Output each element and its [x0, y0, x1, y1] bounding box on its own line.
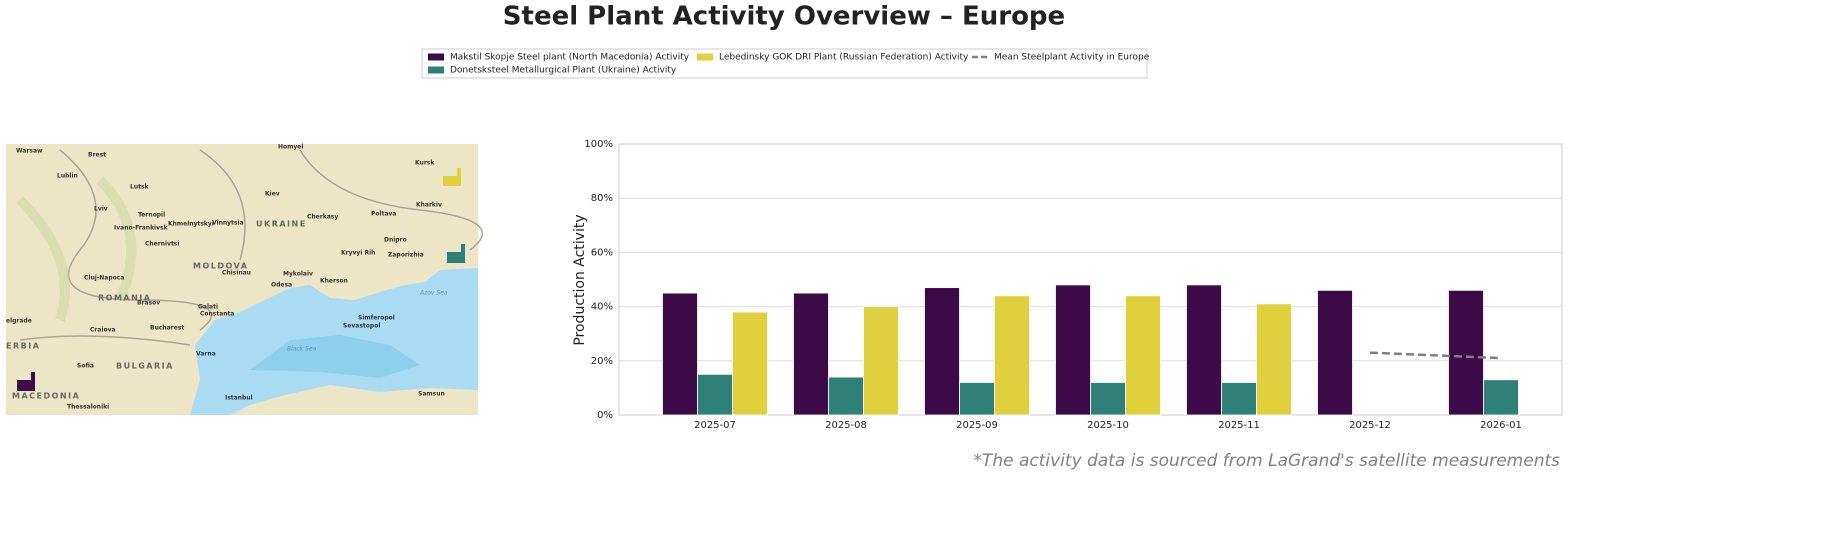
x-tick-label: 2025-08 [825, 420, 867, 431]
map-label: Brasov [137, 300, 160, 307]
bar [1090, 382, 1126, 416]
x-tick-label: 2025-07 [694, 420, 736, 431]
map-label: Poltava [371, 211, 396, 218]
bar [1483, 379, 1519, 416]
map-label: Kharkiv [416, 202, 442, 209]
map-label: Homyel [278, 144, 303, 151]
map-label: Mykolaiv [283, 271, 313, 278]
bar [697, 373, 733, 416]
bar [1055, 284, 1091, 416]
map-label: Warsaw [16, 148, 43, 155]
plant-icon [17, 372, 35, 391]
legend-label: Makstil Skopje Steel plant (North Macedo… [450, 53, 690, 63]
map-label: Azov Sea [419, 290, 448, 297]
bar [1448, 289, 1484, 416]
map-label: Odesa [271, 282, 292, 289]
legend-label: Mean Steelplant Activity in Europe [994, 53, 1150, 63]
legend-label: Lebedinsky GOK DRI Plant (Russian Federa… [719, 53, 969, 63]
plant-icon [443, 168, 461, 186]
map-label: Sevastopol [343, 323, 380, 330]
y-tick-label: 40% [591, 302, 613, 313]
map-label: Lutsk [130, 184, 150, 191]
map-label: Craiova [90, 327, 116, 334]
map-label: UKRAINE [256, 220, 307, 229]
map-label: ROMANIA [98, 294, 151, 303]
map-label: Sofia [77, 363, 94, 370]
map-label: Thessaloniki [67, 404, 109, 411]
map-label: Lviv [94, 206, 108, 213]
bar [1186, 284, 1222, 416]
map-sea-deep [250, 335, 420, 378]
map-label: Zaporizhia [388, 252, 424, 259]
x-tick-label: 2025-11 [1218, 420, 1260, 431]
map-label: Cluj-Napoca [84, 275, 124, 282]
map-label: Ivano-Frankivsk [114, 225, 169, 232]
y-tick-label: 60% [591, 247, 613, 258]
map-label: Dnipro [384, 237, 407, 244]
y-tick-label: 100% [584, 139, 613, 150]
map-label: Constanta [200, 311, 234, 318]
legend-swatch [428, 66, 444, 74]
map-label: Kiev [265, 191, 280, 198]
legend-label: Donetsksteel Metallurgical Plant (Ukrain… [450, 66, 677, 76]
y-axis-label: Production Activity [572, 214, 588, 345]
bar [732, 311, 768, 416]
map-label: Khmelnytskyi [168, 221, 214, 228]
x-tick-label: 2026-01 [1480, 420, 1522, 431]
legend [421, 48, 1148, 79]
map-label: Vinnytsia [212, 220, 244, 227]
map-label: Galati [198, 304, 218, 311]
map-label: Varna [196, 351, 216, 358]
bar [1317, 289, 1353, 416]
chart-title: Steel Plant Activity Overview – Europe [503, 2, 1065, 32]
map-relief [16, 176, 137, 322]
map-label: Kherson [320, 278, 348, 285]
plant-icon [447, 244, 465, 263]
map-label: Cherkasy [307, 214, 338, 221]
map-label: Ternopil [138, 212, 165, 219]
map [6, 144, 483, 415]
bar [959, 382, 995, 416]
bar [1221, 382, 1257, 416]
bar [994, 295, 1030, 416]
bar [863, 306, 899, 416]
map-label: Brest [88, 152, 106, 159]
bar [662, 292, 698, 416]
y-tick-label: 0% [597, 410, 613, 421]
map-label: Kryvyi Rih [341, 250, 375, 257]
x-tick-label: 2025-12 [1349, 420, 1391, 431]
map-label: Bucharest [150, 325, 184, 332]
map-label: Istanbul [225, 395, 253, 402]
map-label: Samsun [418, 391, 445, 398]
map-borders [19, 149, 483, 346]
bar [1256, 303, 1292, 416]
map-label: elgrade [6, 318, 32, 325]
y-tick-label: 20% [591, 356, 613, 367]
x-tick-label: 2025-09 [956, 420, 998, 431]
map-label: Simferopol [358, 315, 395, 322]
bar [828, 376, 864, 416]
map-label: ERBIA [6, 342, 40, 351]
map-label: Chernivtsi [145, 241, 179, 248]
map-label: Kursk [415, 160, 435, 167]
map-label: MACEDONIA [12, 392, 80, 401]
map-label: BULGARIA [116, 362, 174, 371]
map-label: Chisinau [222, 270, 251, 277]
legend-swatch [697, 53, 713, 61]
map-label: MOLDOVA [193, 262, 248, 271]
y-tick-label: 80% [591, 193, 613, 204]
bar [924, 287, 960, 416]
line [1369, 351, 1502, 360]
map-label: Black Sea [287, 346, 317, 353]
bar [793, 292, 829, 416]
bar [1125, 295, 1161, 416]
legend-swatch [428, 53, 444, 61]
x-tick-label: 2025-10 [1087, 420, 1129, 431]
footnote: *The activity data is sourced from LaGra… [973, 451, 1560, 471]
map-label: Lublin [57, 173, 78, 180]
